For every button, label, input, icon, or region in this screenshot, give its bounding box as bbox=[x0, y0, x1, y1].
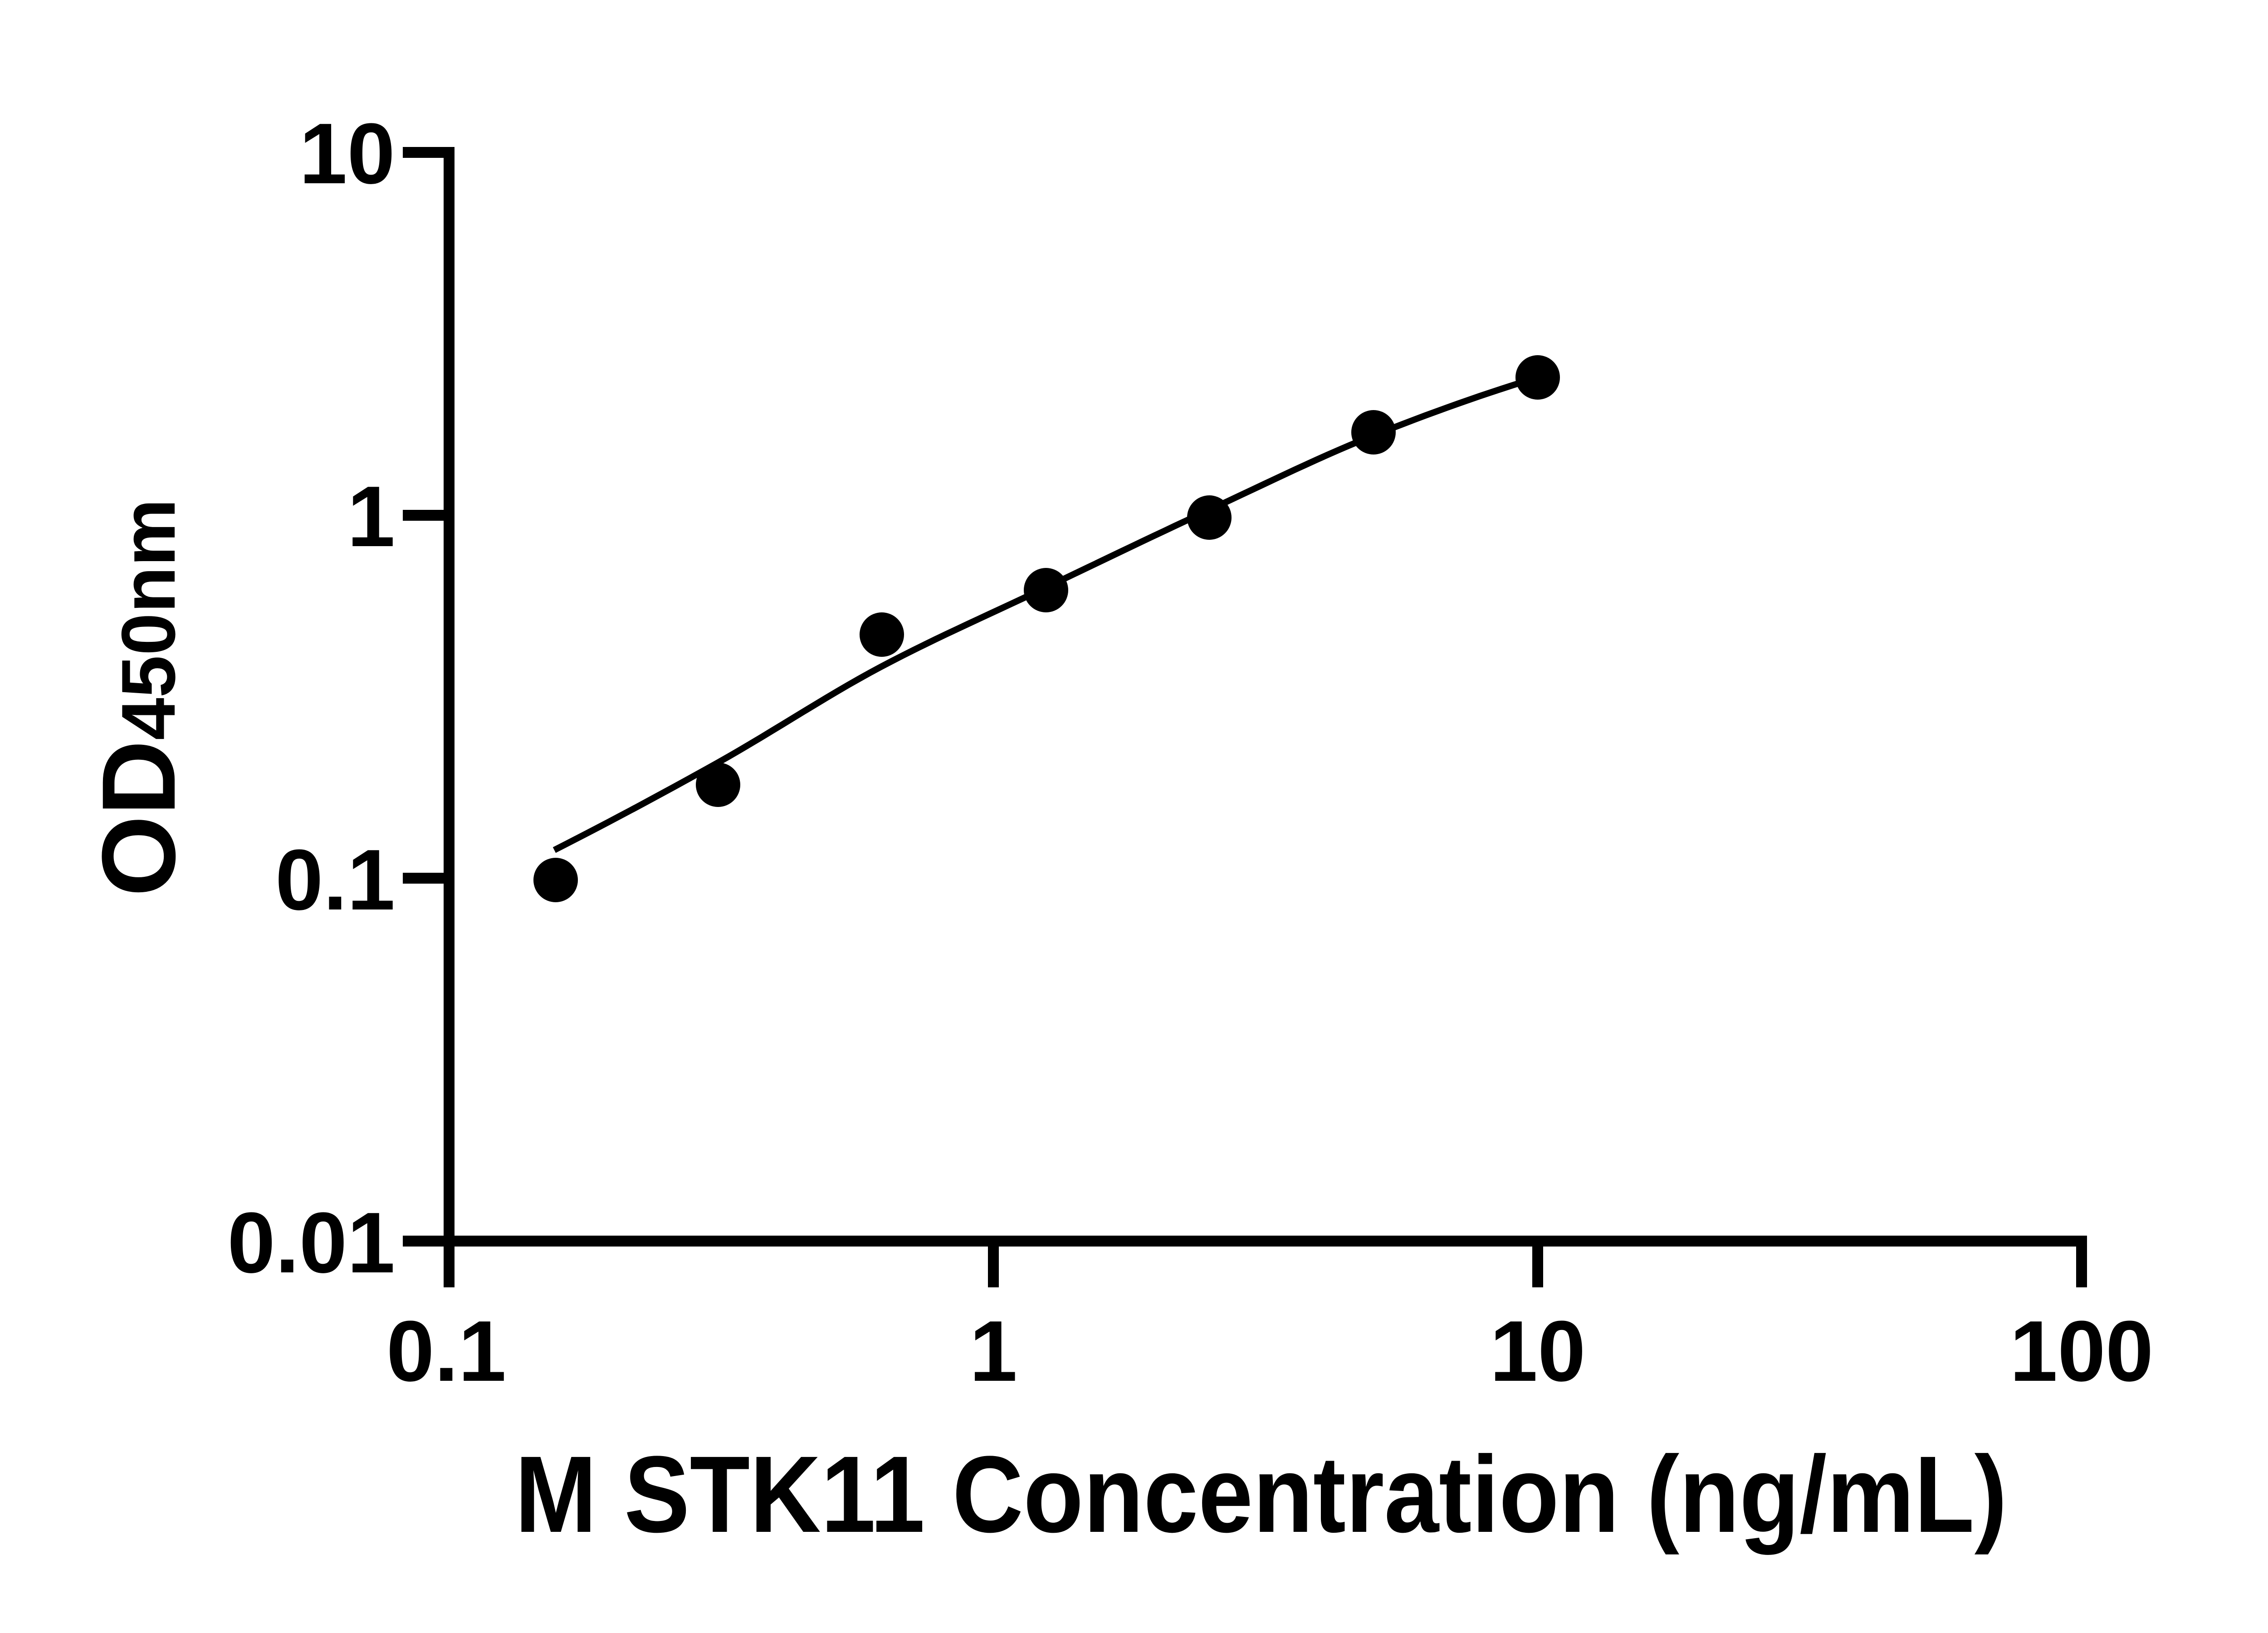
svg-text:1: 1 bbox=[969, 1303, 1017, 1399]
svg-text:1: 1 bbox=[347, 469, 395, 565]
svg-text:10: 10 bbox=[1490, 1303, 1585, 1399]
svg-text:0.1: 0.1 bbox=[275, 832, 395, 928]
svg-text:10: 10 bbox=[299, 106, 395, 202]
svg-text:100: 100 bbox=[2009, 1303, 2153, 1399]
svg-text:0.1: 0.1 bbox=[386, 1303, 506, 1399]
svg-text:0.01: 0.01 bbox=[227, 1195, 395, 1291]
svg-text:M STK11 Concentration (ng/mL): M STK11 Concentration (ng/mL) bbox=[515, 1433, 2007, 1555]
